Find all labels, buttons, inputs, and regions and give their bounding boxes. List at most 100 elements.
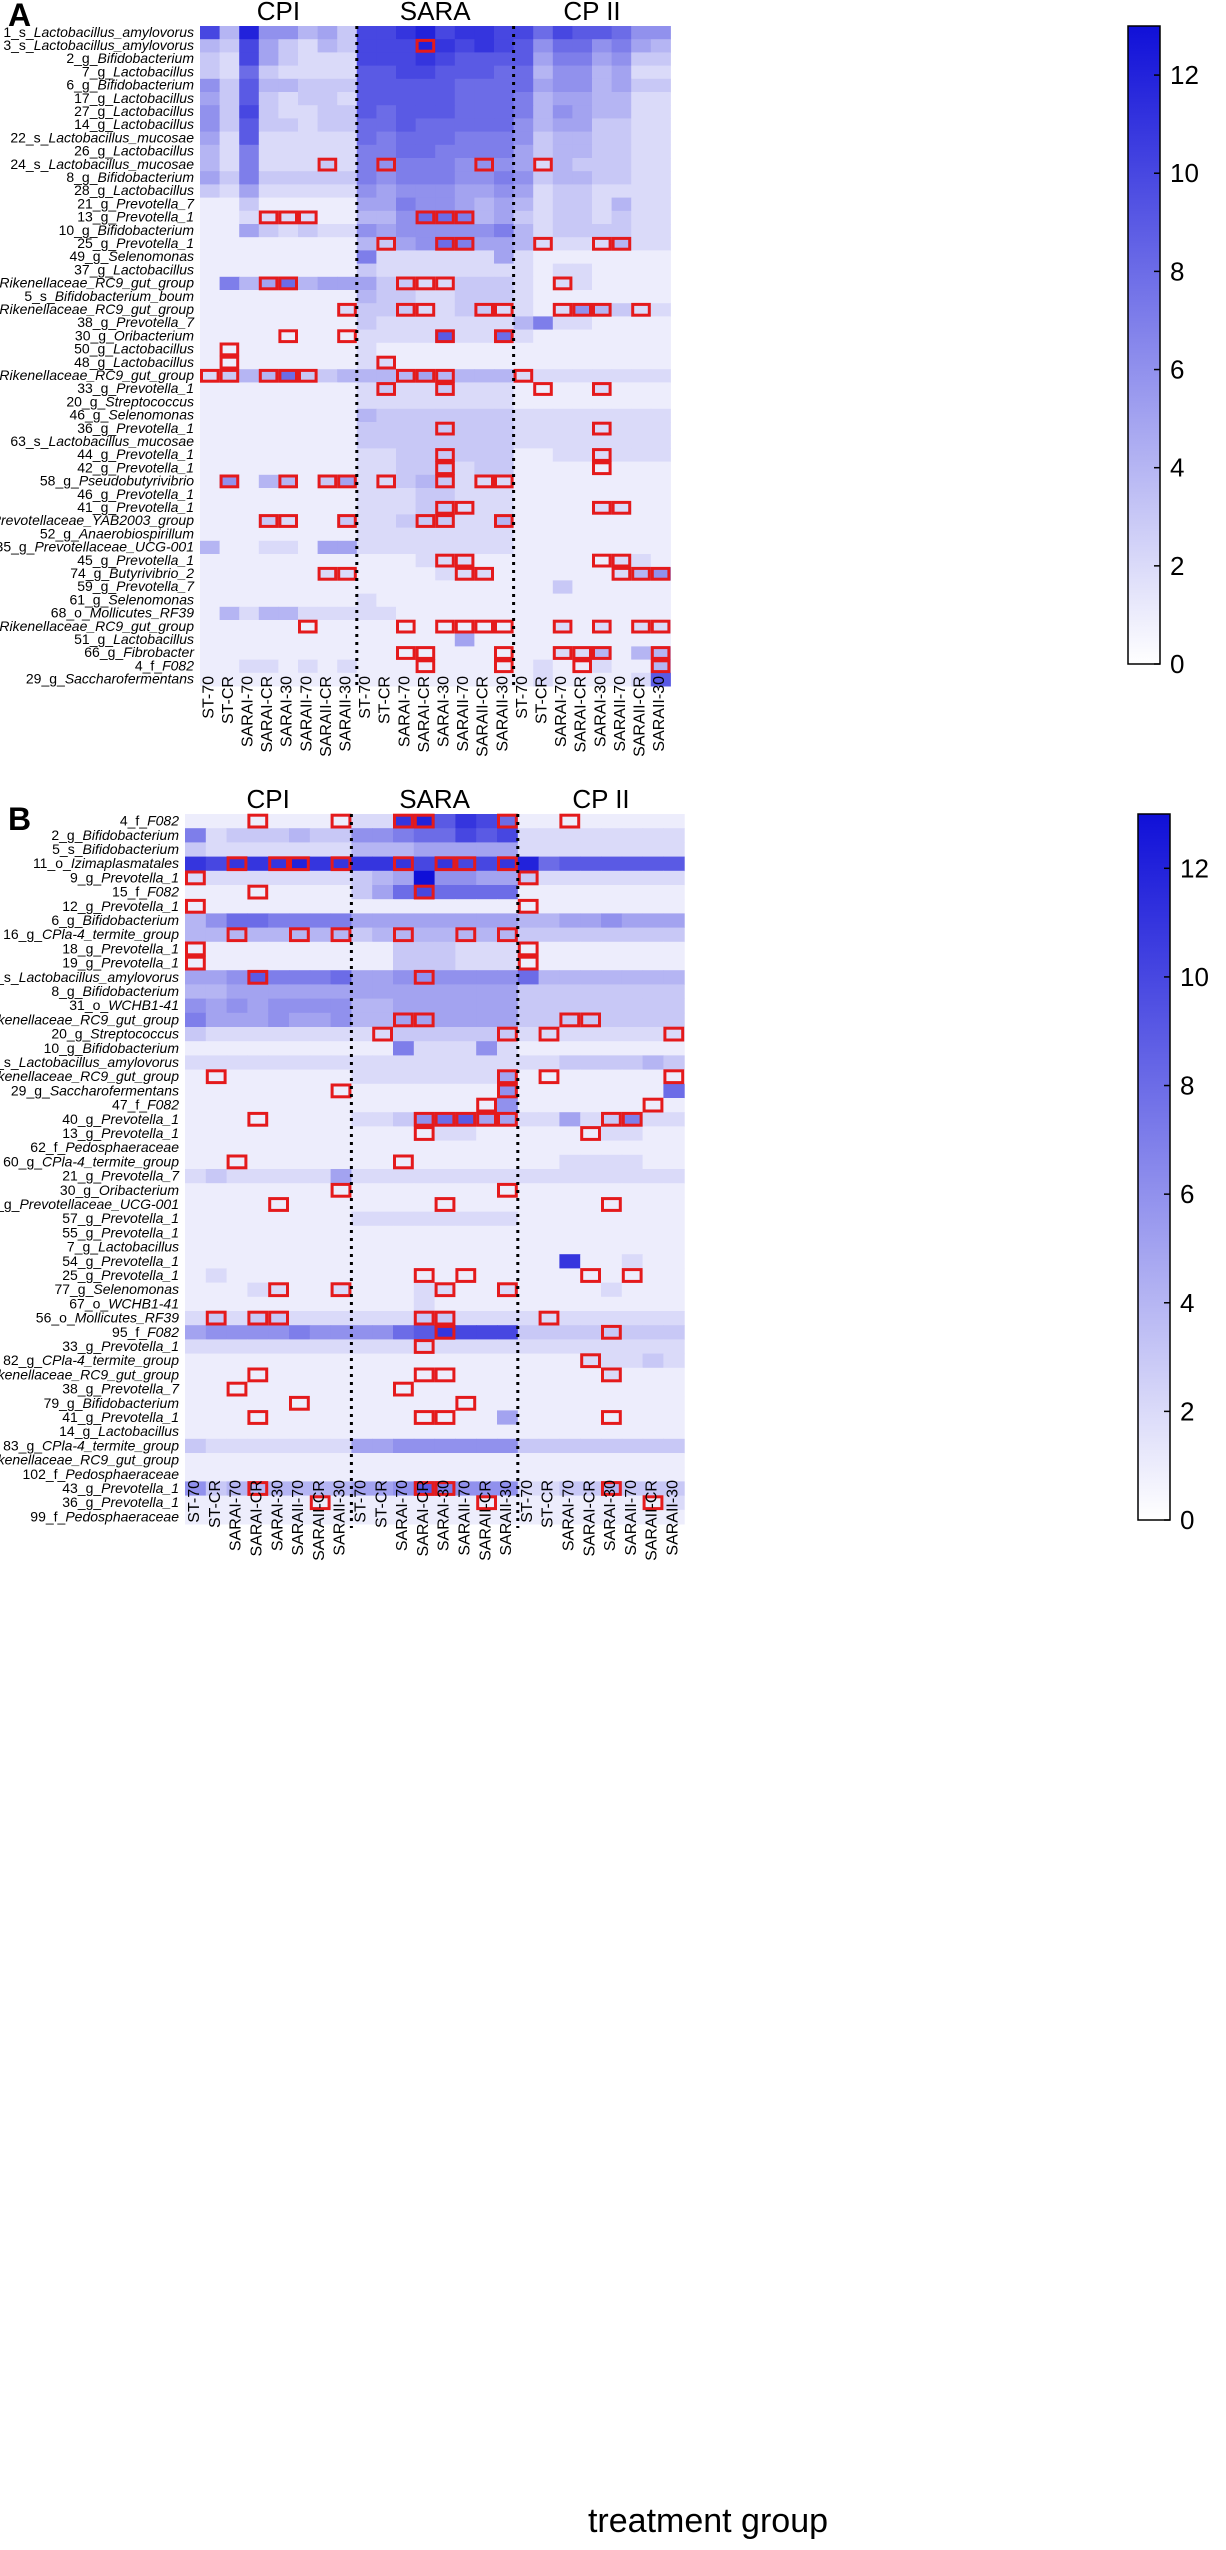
heatmap-cell: [298, 593, 319, 608]
heatmap-cell: [289, 970, 311, 985]
heatmap-cell: [497, 1225, 519, 1241]
colorbar-tick-label: 8: [1180, 1071, 1194, 1101]
heatmap-cell: [513, 448, 534, 463]
heatmap-cell: [454, 78, 475, 93]
heatmap-cell: [247, 1410, 269, 1426]
heatmap-cell: [580, 913, 602, 929]
heatmap-cell: [642, 1382, 664, 1397]
heatmap-cell: [239, 672, 260, 687]
colorbar-tick-label: 10: [1170, 158, 1199, 188]
heatmap-cell: [592, 26, 613, 40]
significance-box: [517, 955, 539, 971]
heatmap-cell: [650, 527, 671, 542]
heatmap-cell: [219, 408, 240, 423]
heatmap-cell: [474, 620, 495, 634]
row-label: 4_f_F082: [120, 813, 179, 829]
heatmap-cell: [538, 1154, 560, 1170]
heatmap-cell: [552, 554, 573, 568]
heatmap-cell: [650, 144, 671, 159]
heatmap-cell: [592, 105, 613, 119]
row-label: 17_g_Lactobacillus: [74, 90, 194, 106]
heatmap-cell: [517, 828, 540, 843]
heatmap-cell: [513, 144, 534, 159]
heatmap-cell: [621, 842, 644, 858]
significance-box: [533, 157, 553, 172]
heatmap-cell: [268, 1027, 290, 1042]
heatmap-cell: [205, 941, 228, 957]
heatmap-cell: [356, 448, 377, 463]
heatmap-cell: [474, 488, 495, 502]
heatmap-cell: [572, 461, 593, 476]
heatmap-cell: [330, 941, 352, 957]
heatmap-cell: [289, 1453, 311, 1468]
heatmap-cell: [650, 606, 671, 621]
heatmap-cell: [330, 1169, 352, 1184]
heatmap-cell: [278, 646, 299, 661]
heatmap-cell: [621, 1353, 644, 1369]
row-label: 99_f_Pedosphaeraceae: [30, 1508, 179, 1524]
significance-box: [474, 619, 494, 634]
column-label: SARAI-30: [436, 676, 453, 747]
heatmap-cell: [435, 329, 456, 344]
heatmap-cell: [538, 1339, 560, 1355]
significance-box: [455, 927, 477, 943]
heatmap-cell: [351, 1453, 373, 1468]
row-label: 36_g_Prevotella_1: [62, 1494, 179, 1510]
colorbar-tick-label: 10: [1180, 962, 1209, 992]
heatmap-cell: [247, 1453, 269, 1468]
heatmap-cell: [372, 1069, 394, 1085]
heatmap-cell: [435, 606, 456, 621]
heatmap-cell: [330, 1382, 352, 1397]
heatmap-cell: [580, 941, 602, 957]
heatmap-cell: [278, 501, 299, 515]
heatmap-cell: [513, 65, 534, 80]
heatmap-cell: [309, 1240, 332, 1255]
heatmap-cell: [611, 540, 632, 555]
heatmap-cell: [219, 197, 240, 212]
column-label: ST-CR: [540, 1480, 557, 1528]
heatmap-cell: [393, 1481, 415, 1497]
heatmap-cell: [434, 1424, 456, 1440]
heatmap-cell: [650, 329, 671, 344]
heatmap-cell: [642, 899, 664, 914]
heatmap-cell: [205, 1453, 228, 1468]
heatmap-cell: [559, 1424, 581, 1440]
heatmap-cell: [621, 1126, 644, 1142]
significance-box: [580, 1353, 602, 1369]
heatmap-cell: [559, 1027, 581, 1042]
heatmap-cell: [663, 1481, 685, 1497]
heatmap-cell: [533, 65, 554, 80]
heatmap-cell: [476, 1055, 498, 1071]
heatmap-cell: [268, 885, 290, 900]
heatmap-cell: [298, 131, 319, 146]
heatmap-cell: [330, 1197, 352, 1213]
heatmap-cell: [337, 263, 358, 278]
heatmap-cell: [517, 1012, 540, 1028]
heatmap-cell: [517, 856, 540, 872]
heatmap-cell: [601, 1382, 623, 1397]
heatmap-cell: [631, 250, 652, 265]
heatmap-cell: [413, 1083, 436, 1099]
heatmap-cell: [185, 1410, 207, 1426]
column-label: SARAII-30: [494, 676, 511, 752]
heatmap-cell: [393, 885, 415, 900]
heatmap-cell: [611, 158, 632, 172]
heatmap-cell: [205, 956, 228, 971]
heatmap-cell: [330, 899, 352, 914]
heatmap-cell: [552, 620, 573, 634]
heatmap-cell: [413, 927, 436, 943]
heatmap-cell: [413, 1169, 436, 1184]
heatmap-cell: [642, 1424, 664, 1440]
heatmap-cell: [474, 65, 495, 80]
heatmap-cell: [650, 316, 671, 331]
heatmap-cell: [278, 316, 299, 331]
heatmap-cell: [650, 26, 671, 40]
significance-box: [278, 329, 298, 344]
heatmap-cell: [592, 408, 613, 423]
heatmap-cell: [200, 672, 221, 687]
heatmap-cell: [663, 927, 685, 943]
heatmap-cell: [258, 501, 279, 515]
heatmap-cell: [413, 1353, 436, 1369]
heatmap-cell: [396, 144, 417, 159]
